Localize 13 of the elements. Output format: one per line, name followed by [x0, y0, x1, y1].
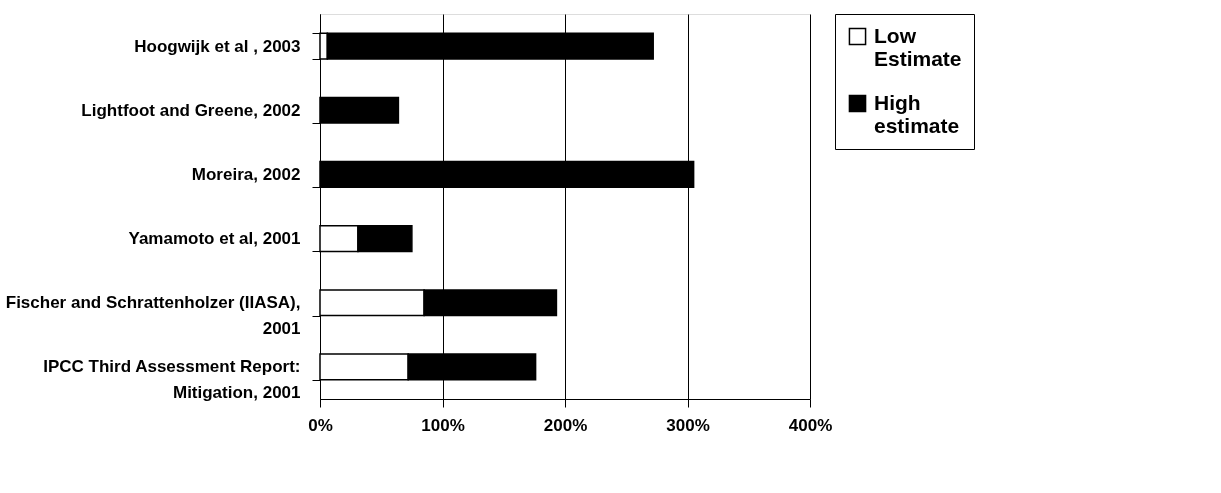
- legend-label: Low Estimate: [874, 23, 962, 70]
- y-tick-label: Lightfoot and Greene, 2002: [81, 100, 301, 120]
- y-tick-label: Fischer and Schrattenholzer (IIASA), 2001: [5, 293, 301, 339]
- y-tick-label: Moreira, 2002: [191, 164, 301, 184]
- y-tick-label: Yamamoto et al, 2001: [128, 229, 301, 249]
- y-tick-label: IPCC Third Assessment Report: Mitigation, 2001: [43, 357, 301, 403]
- legend-label: High estimate: [874, 90, 960, 137]
- x-tick-label: 100%: [421, 415, 465, 435]
- y-tick-label: Hoogwijk et al , 2003: [134, 36, 301, 56]
- x-tick-label: 300%: [666, 415, 710, 435]
- x-tick-label: 400%: [788, 415, 833, 435]
- x-tick-label: 200%: [543, 415, 588, 435]
- x-tick-label: 0%: [308, 415, 333, 435]
